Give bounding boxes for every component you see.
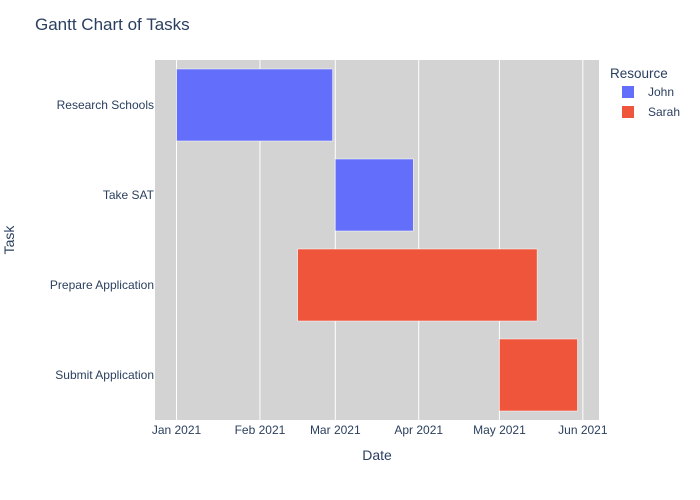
- y-tick-label: Research Schools: [57, 98, 154, 112]
- task-bar[interactable]: [297, 248, 538, 322]
- y-tick-label: Prepare Application: [50, 278, 154, 292]
- x-tick-label: May 2021: [473, 423, 526, 437]
- y-tick-label: Take SAT: [103, 188, 155, 202]
- legend-swatch[interactable]: [622, 106, 634, 118]
- x-tick-label: Jan 2021: [152, 423, 202, 437]
- task-bar[interactable]: [499, 338, 578, 412]
- legend-swatch[interactable]: [622, 86, 634, 98]
- y-tick-label: Submit Application: [55, 368, 154, 382]
- x-tick-label: Apr 2021: [394, 423, 443, 437]
- task-bars: [176, 68, 578, 412]
- legend-label[interactable]: John: [648, 85, 674, 99]
- x-axis-ticks: Jan 2021 Feb 2021 Mar 2021 Apr 2021 May 2021…: [152, 423, 608, 437]
- legend[interactable]: Resource John Sarah: [610, 66, 680, 119]
- x-tick-label: Mar 2021: [310, 423, 361, 437]
- task-bar[interactable]: [335, 158, 414, 232]
- x-tick-label: Jun 2021: [558, 423, 608, 437]
- legend-title: Resource: [610, 66, 668, 81]
- y-axis-title: Task: [1, 225, 17, 255]
- x-axis-title: Date: [362, 447, 392, 463]
- y-axis-ticks: Research Schools Take SAT Prepare Applicat…: [50, 98, 155, 382]
- chart-title: Gantt Chart of Tasks: [35, 15, 190, 34]
- task-bar[interactable]: [176, 68, 333, 142]
- x-tick-label: Feb 2021: [235, 423, 286, 437]
- legend-label[interactable]: Sarah: [648, 105, 680, 119]
